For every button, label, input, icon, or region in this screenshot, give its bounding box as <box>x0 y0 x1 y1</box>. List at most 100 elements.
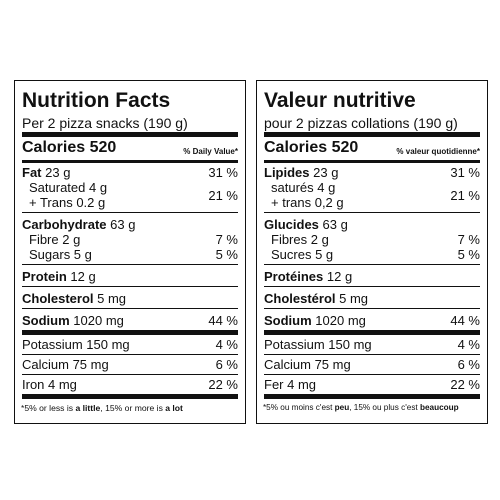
daily-value: 7 % <box>215 232 238 247</box>
mineral: Potassium 150 mg <box>264 337 372 352</box>
nutrient-name: Sodium <box>22 313 70 328</box>
title: Valeur nutritive <box>264 89 416 112</box>
daily-value: 4 % <box>215 337 238 352</box>
daily-value: 6 % <box>215 357 238 372</box>
text-row: Protein 12 g <box>22 269 238 285</box>
daily-value: 21 % <box>450 187 480 203</box>
text-row: *5% or less is a little, 15% or more is … <box>21 400 243 416</box>
daily-value: 22 % <box>450 377 480 392</box>
daily-value: 22 % <box>208 377 238 392</box>
footnote-part: , 15% or more is <box>100 403 166 413</box>
rule <box>264 394 480 399</box>
sub-nutrient: Sucres 5 g <box>271 247 334 262</box>
nutrient-name: Fat <box>22 165 42 180</box>
rule <box>264 160 480 163</box>
serving: pour 2 pizzas collations (190 g) <box>264 115 458 131</box>
sub-nutrient: saturés 4 g <box>271 180 336 195</box>
footnote-part: *5% or less is <box>21 403 76 413</box>
rule <box>22 308 238 309</box>
mineral: Fer 4 mg <box>264 377 317 392</box>
nutrient-name: Sodium <box>264 313 312 328</box>
text-row: Calories 520 <box>22 140 238 156</box>
sub-nutrient: Sugars 5 g <box>29 247 92 262</box>
mineral: Potassium 150 mg <box>22 337 130 352</box>
rule <box>22 330 238 335</box>
serving: Per 2 pizza snacks (190 g) <box>22 115 188 131</box>
nutrient-name: Cholesterol <box>22 291 94 306</box>
mineral: Calcium 75 mg <box>22 357 109 372</box>
rule <box>22 212 238 213</box>
daily-value: 31 % <box>450 165 480 180</box>
nutrient-name: Glucides <box>264 217 319 232</box>
text-row: *5% ou moins c'est peu, 15% ou plus c'es… <box>263 400 485 416</box>
footnote-part: peu <box>334 403 350 412</box>
amount: 5 mg <box>339 291 369 306</box>
title: Nutrition Facts <box>22 89 171 112</box>
footnote-part: a little <box>75 403 101 413</box>
daily-value: 5 % <box>457 247 480 262</box>
nutrient-name: Cholestérol <box>264 291 336 306</box>
amount: 12 g <box>326 269 353 284</box>
rule <box>22 286 238 287</box>
footnote-part: *5% ou moins c'est <box>263 403 335 412</box>
amount: 63 g <box>110 217 136 232</box>
text-row: Fat 23 g <box>22 165 238 181</box>
text-row: Cholestérol 5 mg <box>264 291 480 307</box>
amount: 5 mg <box>97 291 127 306</box>
rule <box>22 394 238 399</box>
rule <box>22 160 238 163</box>
daily-value: 5 % <box>215 247 238 262</box>
calories-label: Calories <box>264 139 328 156</box>
text-row: Sodium 1020 mg <box>22 313 238 329</box>
mineral: Calcium 75 mg <box>264 357 351 372</box>
daily-value: 4 % <box>457 337 480 352</box>
daily-value: 6 % <box>457 357 480 372</box>
daily-value: 21 % <box>208 187 238 203</box>
text-row: Carbohydrate 63 g <box>22 217 238 233</box>
rule <box>264 354 480 355</box>
text-row: Sodium 1020 mg <box>264 313 480 329</box>
rule <box>264 374 480 375</box>
amount: 23 g <box>45 165 71 180</box>
rule <box>264 286 480 287</box>
text-row: Glucides 63 g <box>264 217 480 233</box>
footnote-part: a lot <box>165 403 183 413</box>
amount: 12 g <box>70 269 96 284</box>
nutrient-name: Carbohydrate <box>22 217 107 232</box>
daily-value: 31 % <box>208 165 238 180</box>
daily-value: % Daily Value* <box>183 147 238 156</box>
amount: 1020 mg <box>315 313 366 328</box>
sub-nutrient: + trans 0,2 g <box>271 195 344 210</box>
nutrition-panel: Nutrition Facts Per 2 pizza snacks (190 g… <box>14 80 246 424</box>
nutrition-panel: Valeur nutritive pour 2 pizzas collations… <box>256 80 488 424</box>
daily-value: % valeur quotidienne* <box>396 147 480 156</box>
rule <box>22 374 238 375</box>
footnote-part: beaucoup <box>419 403 459 412</box>
calories: 520 <box>331 139 359 156</box>
sub-nutrient: Fibres 2 g <box>271 232 329 247</box>
rule <box>22 132 238 137</box>
amount: 63 g <box>322 217 348 232</box>
daily-value: 7 % <box>457 232 480 247</box>
amount: 1020 mg <box>73 313 124 328</box>
nutrient-name: Protein <box>22 269 67 284</box>
calories-label: Calories <box>22 139 86 156</box>
nutrient-name: Lipides <box>264 165 310 180</box>
rule <box>22 354 238 355</box>
rule <box>264 212 480 213</box>
rule <box>264 308 480 309</box>
text-row: Protéines 12 g <box>264 269 480 285</box>
rule <box>22 264 238 265</box>
rule <box>264 132 480 137</box>
footnote-part: , 15% ou plus c'est <box>349 403 420 412</box>
sub-nutrient: Fibre 2 g <box>29 232 81 247</box>
mineral: Iron 4 mg <box>22 377 77 392</box>
sub-nutrient: + Trans 0.2 g <box>29 195 106 210</box>
calories: 520 <box>89 139 117 156</box>
text-row: Cholesterol 5 mg <box>22 291 238 307</box>
daily-value: 44 % <box>450 313 480 328</box>
rule <box>264 264 480 265</box>
daily-value: 44 % <box>208 313 238 328</box>
nutrient-name: Protéines <box>264 269 324 284</box>
